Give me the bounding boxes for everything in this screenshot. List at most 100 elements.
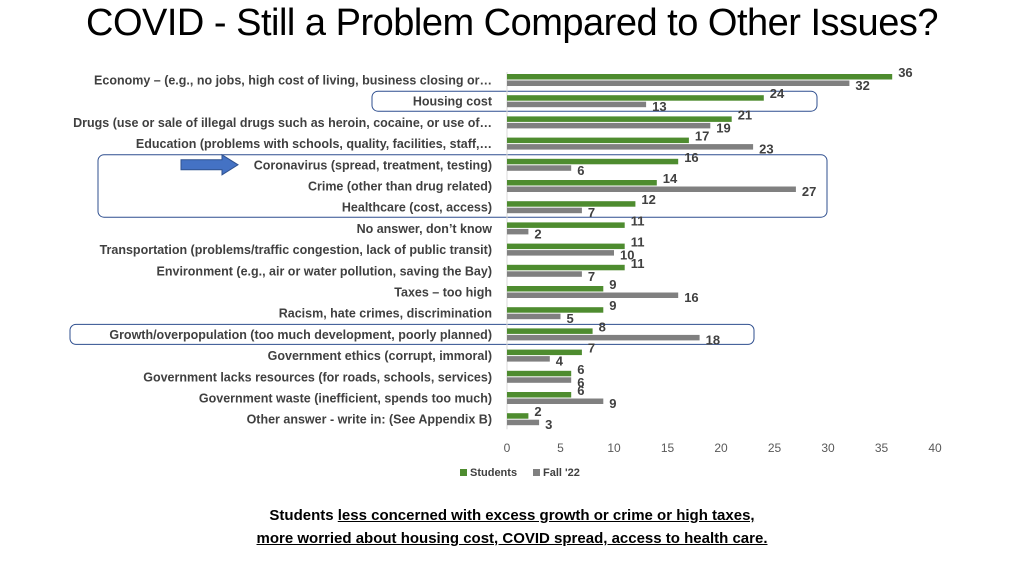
bar-fall22 (507, 398, 604, 404)
bar-fall22 (507, 101, 647, 108)
value-label-students: 9 (609, 277, 616, 292)
value-label-students: 17 (695, 129, 709, 144)
value-label-students: 11 (631, 256, 645, 271)
category-label: Transportation (problems/traffic congest… (100, 243, 492, 257)
legend-label: Students (470, 467, 517, 479)
value-label-fall22: 3 (545, 417, 552, 432)
category-label: Environment (e.g., air or water pollutio… (157, 264, 492, 278)
category-label: Racism, hate crimes, discrimination (279, 307, 492, 321)
value-label-students: 16 (684, 150, 698, 165)
x-tick-label: 20 (714, 441, 728, 455)
value-label-students: 12 (641, 192, 655, 207)
category-labels: Economy – (e.g., no jobs, high cost of l… (73, 74, 493, 427)
value-label-fall22: 6 (577, 163, 584, 178)
value-label-students: 11 (631, 213, 645, 228)
value-label-fall22: 6 (577, 375, 584, 390)
category-label: Housing cost (413, 95, 493, 109)
value-label-fall22: 10 (620, 248, 634, 263)
page-title: COVID - Still a Problem Compared to Othe… (86, 2, 938, 44)
value-label-fall22: 23 (759, 142, 773, 157)
bar-fall22 (507, 186, 796, 192)
value-label-fall22: 16 (684, 290, 698, 305)
bar-fall22 (507, 144, 754, 150)
category-label: Healthcare (cost, access) (342, 201, 492, 215)
bar-students (507, 349, 582, 356)
bar-fall22 (507, 419, 540, 426)
x-tick-label: 15 (661, 441, 675, 455)
bar-fall22 (507, 165, 572, 171)
bar-fall22 (507, 356, 550, 362)
bar-students (507, 328, 593, 334)
value-label-fall22: 4 (556, 354, 564, 369)
category-label: Drugs (use or sale of illegal drugs such… (73, 116, 492, 130)
value-label-fall22: 7 (588, 269, 595, 284)
bar-fall22 (507, 80, 850, 86)
value-label-students: 11 (631, 235, 645, 250)
bar-students (507, 264, 625, 271)
bar-students (507, 180, 657, 186)
category-label: Crime (other than drug related) (308, 180, 492, 194)
value-label-students: 9 (609, 298, 616, 313)
bar-fall22 (507, 292, 679, 298)
value-label-fall22: 13 (652, 99, 666, 114)
value-label-students: 2 (534, 404, 541, 419)
value-label-fall22: 2 (534, 226, 541, 241)
bar-students (507, 392, 572, 398)
bar-students (507, 243, 625, 250)
bar-fall22 (507, 207, 582, 214)
bar-fall22 (507, 228, 529, 235)
bar-fall22 (507, 313, 561, 320)
value-label-fall22: 9 (609, 396, 616, 411)
value-label-students: 24 (770, 86, 785, 101)
x-tick-label: 40 (928, 441, 942, 455)
highlight-boxes (69, 90, 828, 345)
bar-students (507, 286, 604, 292)
value-label-students: 21 (738, 107, 752, 122)
value-label-fall22: 7 (588, 205, 595, 220)
category-label: Government lacks resources (for roads, s… (143, 370, 492, 384)
bar-fall22 (507, 271, 582, 277)
legend-label: Fall '22 (543, 467, 580, 479)
value-label-fall22: 32 (855, 78, 869, 93)
caption-underlined-1: less concerned with excess growth or cri… (337, 507, 755, 524)
value-label-students: 7 (588, 341, 595, 356)
bar-students (507, 201, 636, 207)
highlight-box-growth (69, 323, 755, 345)
caption-line-2: more worried about housing cost, COVID s… (0, 527, 1024, 550)
category-label: Coronavirus (spread, treatment, testing) (254, 158, 492, 172)
x-tick-label: 30 (821, 441, 835, 455)
bar-fall22 (507, 250, 614, 256)
x-tick-label: 5 (557, 441, 564, 455)
caption-prefix: Students (269, 507, 338, 524)
highlight-box-covid-crime-health (97, 154, 828, 218)
category-label: Education (problems with schools, qualit… (136, 137, 492, 151)
value-label-fall22: 27 (802, 184, 816, 199)
legend-swatch (533, 469, 540, 476)
bar-students (507, 307, 604, 313)
bar-students (507, 222, 625, 228)
x-tick-label: 35 (875, 441, 889, 455)
bar-students (507, 137, 689, 144)
bar-fall22 (507, 377, 572, 383)
value-label-fall22: 5 (567, 311, 574, 326)
value-label-students: 8 (599, 319, 606, 334)
category-label: Government ethics (corrupt, immoral) (268, 349, 492, 363)
value-label-students: 14 (663, 171, 678, 186)
bar-students (507, 158, 679, 165)
bar-students (507, 95, 764, 101)
highlight-box-housing (371, 90, 818, 112)
x-tick-label: 10 (607, 441, 621, 455)
bar-fall22 (507, 334, 700, 341)
category-label: No answer, don’t know (357, 222, 493, 236)
caption: Students less concerned with excess grow… (0, 504, 1024, 550)
category-label: Economy – (e.g., no jobs, high cost of l… (94, 74, 492, 88)
legend: Students Fall '22 (460, 467, 580, 479)
bar-students (507, 74, 893, 80)
x-tick-label: 0 (504, 441, 511, 455)
category-label: Other answer - write in: (See Appendix B… (247, 413, 492, 427)
bar-students (507, 116, 732, 122)
category-label: Taxes – too high (394, 286, 492, 300)
category-label: Government waste (inefficient, spends to… (199, 392, 492, 406)
value-label-fall22: 19 (716, 120, 730, 135)
bar-fall22 (507, 122, 711, 129)
